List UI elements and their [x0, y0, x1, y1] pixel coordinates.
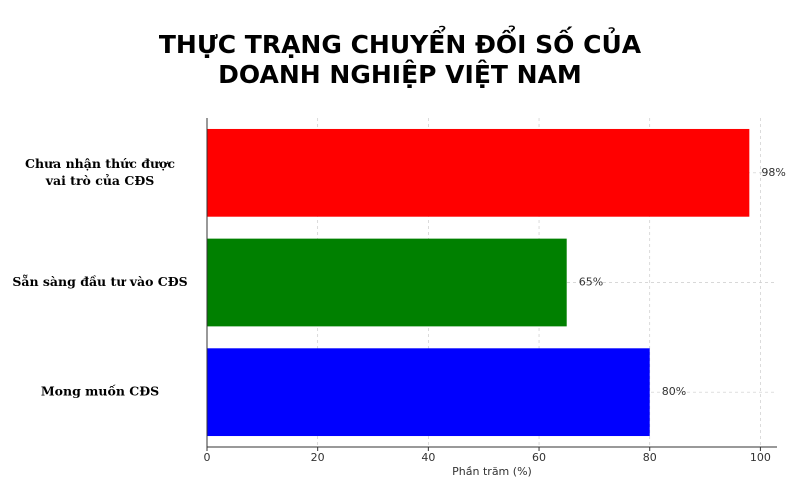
y-tick-label: Mong muốn CĐS: [41, 384, 159, 399]
x-tick-label: 80: [643, 451, 657, 464]
bar: [207, 128, 750, 217]
chart-title: DOANH NGHIỆP VIỆT NAM: [218, 59, 582, 89]
x-tick-label: 100: [750, 451, 771, 464]
x-axis-label: Phần trăm (%): [452, 465, 532, 478]
bar: [207, 348, 650, 437]
x-tick-label: 40: [421, 451, 435, 464]
y-tick-label: Sẵn sàng đầu tư vào CĐS: [12, 274, 187, 289]
y-tick-label: Chưa nhận thức được: [25, 156, 175, 171]
value-label: 65%: [579, 276, 603, 289]
value-label: 98%: [761, 166, 785, 179]
bar: [207, 238, 567, 327]
x-tick-label: 0: [204, 451, 211, 464]
x-tick-label: 20: [311, 451, 325, 464]
chart-title: THỰC TRẠNG CHUYỂN ĐỔI SỐ CỦA: [159, 24, 642, 59]
y-tick-label: vai trò của CĐS: [45, 173, 155, 188]
value-label: 80%: [662, 385, 686, 398]
x-tick-label: 60: [532, 451, 546, 464]
